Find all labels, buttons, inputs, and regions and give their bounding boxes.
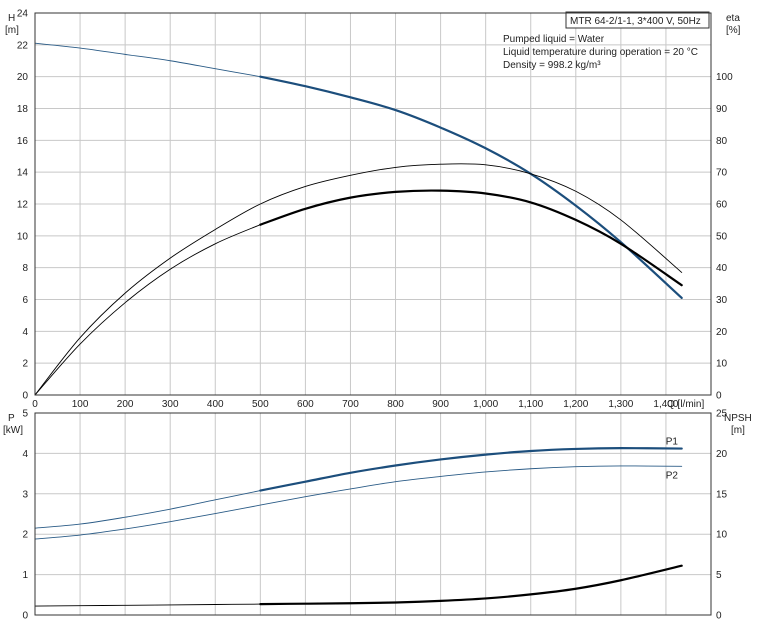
bottom-left-axis-label-line1: P [8,413,15,424]
bottom-left-axis-label-line2: [kW] [3,425,23,436]
top-left-y-tick-label: 18 [17,104,29,115]
bottom-right-y-tick-label: 5 [716,570,722,581]
top-left-y-tick-label: 10 [17,231,29,242]
top-right-y-tick-label: 70 [716,168,728,179]
bottom-left-y-tick-label: 5 [22,409,28,420]
x-tick-label: 0 [32,399,38,410]
top-curve-4 [259,189,683,287]
top-left-y-tick-label: 16 [17,136,29,147]
top-left-y-tick-label: 4 [22,327,28,338]
top-right-y-tick-label: 80 [716,136,728,147]
bottom-right-axis-label-line2: [m] [731,425,745,436]
top-left-y-tick-label: 20 [17,72,29,83]
top-left-y-tick-label: 12 [17,200,29,211]
top-right-y-tick-label: 40 [716,263,728,274]
x-tick-label: 900 [432,399,449,410]
top-curve-2 [34,163,683,396]
bottom-panel-grid [35,412,711,615]
x-tick-label: 300 [162,399,179,410]
top-curve-3 [34,224,261,396]
series-labels: P1 P2 [666,437,679,482]
x-tick-label: 700 [342,399,359,410]
x-tick-label: 1,300 [608,399,633,410]
info-box-title: MTR 64-2/1-1, 3*400 V, 50Hz [570,16,701,27]
bottom-left-y-tick-label: 0 [22,611,28,622]
bottom-left-y-tick-label: 1 [22,570,28,581]
x-tick-label: 600 [297,399,314,410]
top-right-y-tick-label: 60 [716,200,728,211]
x-tick-label: 1,100 [518,399,543,410]
top-curve-0 [34,42,261,78]
info-line-density: Density = 998.2 kg/m³ [503,60,601,71]
bottom-curve-4 [259,564,683,606]
info-box: MTR 64-2/1-1, 3*400 V, 50Hz Pumped liqui… [503,11,710,71]
top-left-axis-label-line1: H [8,13,15,24]
bottom-panel-frame [34,412,712,616]
series-label-p1: P1 [666,437,679,448]
top-panel-frame [34,12,712,396]
info-line-pumped-liquid: Pumped liquid = Water [503,34,605,45]
top-right-y-tick-label: 30 [716,295,728,306]
top-right-axis-label-line2: [%] [726,25,741,36]
bottom-right-y-tick-label: 10 [716,530,728,541]
bottom-right-axis-label-line1: NPSH [724,413,752,424]
top-right-y-tick-label: 100 [716,72,733,83]
top-right-axis-label-line1: eta [726,13,740,24]
top-right-y-tick-label: 10 [716,359,728,370]
top-right-y-tick-label: 90 [716,104,728,115]
top-panel-ticks: 0246810121416182022240102030405060708090… [17,9,733,411]
top-left-y-tick-label: 22 [17,40,29,51]
x-tick-label: 800 [387,399,404,410]
bottom-right-y-tick-label: 20 [716,449,728,460]
bottom-left-y-tick-label: 2 [22,530,28,541]
info-line-temperature: Liquid temperature during operation = 20… [503,47,698,58]
bottom-curve-0 [34,490,261,529]
top-right-y-tick-label: 50 [716,231,728,242]
top-left-y-tick-label: 24 [17,9,29,20]
top-curve-1 [259,75,683,300]
bottom-left-y-tick-label: 3 [22,489,28,500]
top-right-y-tick-label: 20 [716,327,728,338]
bottom-right-y-tick-label: 0 [716,611,722,622]
x-tick-label: 400 [207,399,224,410]
x-tick-label: 1,200 [563,399,588,410]
top-left-y-tick-label: 14 [17,168,29,179]
curves [34,42,683,607]
x-axis-label: Q [l/min] [667,399,704,410]
panel-frames [34,12,712,616]
x-tick-label: 1,400 [653,399,678,410]
bottom-curve-3 [34,603,261,607]
bottom-right-y-tick-label: 25 [716,409,728,420]
bottom-left-y-tick-label: 4 [22,449,28,460]
series-label-p2: P2 [666,470,679,481]
top-left-y-tick-label: 6 [22,295,28,306]
top-left-y-tick-label: 0 [22,391,28,402]
x-tick-label: 200 [117,399,134,410]
x-tick-label: 100 [72,399,89,410]
bottom-panel-ticks: 0 1 2 3 4 5 0 5 10 15 20 25 [22,409,727,622]
top-left-y-tick-label: 8 [22,263,28,274]
top-left-y-tick-label: 2 [22,359,28,370]
top-right-y-tick-label: 0 [716,391,722,402]
x-tick-label: 500 [252,399,269,410]
bottom-curve-1 [259,447,683,492]
axis-labels: H [m] eta [%] Q [l/min] P [kW] NPSH [m] [3,13,752,436]
bottom-curve-2 [34,465,683,540]
x-tick-label: 1,000 [473,399,498,410]
top-left-axis-label-line2: [m] [5,25,19,36]
top-panel-grid [35,12,711,395]
bottom-right-y-tick-label: 15 [716,489,728,500]
info-box-title-frame [565,11,710,29]
